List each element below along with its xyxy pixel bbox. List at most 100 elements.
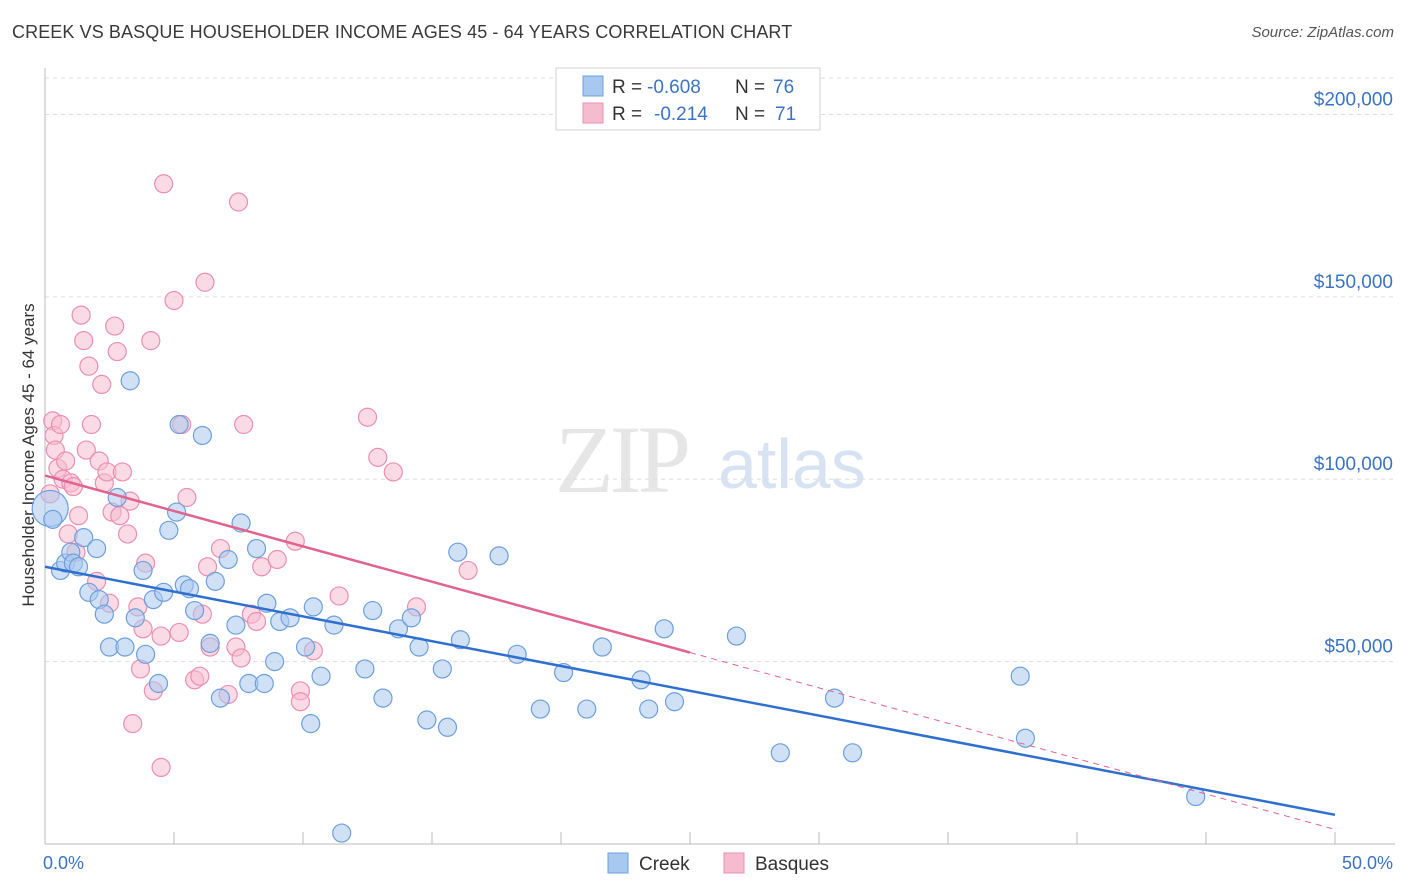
creek-point: [507, 644, 527, 664]
basques-point: [74, 331, 94, 351]
basques-point: [231, 648, 251, 668]
y-tick-label: $150,000: [1314, 272, 1393, 293]
creek-point: [311, 666, 331, 686]
trend-line-creek: [44, 565, 1336, 817]
basques-point: [76, 440, 96, 460]
basques-point: [228, 192, 249, 212]
basques-point: [190, 666, 210, 686]
creek-point: [218, 549, 238, 570]
creek-point: [303, 597, 323, 617]
basques-point: [123, 714, 143, 734]
basques-point: [112, 462, 133, 482]
creek-point: [210, 688, 231, 708]
bottom-legend-swatch-basques: [723, 852, 745, 874]
creek-point: [94, 604, 114, 624]
watermark-atlas: atlas: [718, 425, 866, 503]
creek-point: [125, 608, 145, 628]
chart-title: CREEK VS BASQUE HOUSEHOLDER INCOME AGES …: [12, 22, 793, 42]
legend-n-value-creek: 76: [773, 77, 794, 98]
x-tick-label: 50.0%: [1342, 853, 1393, 873]
creek-point: [159, 520, 179, 540]
y-tick-label: $50,000: [1324, 637, 1393, 658]
creek-point: [295, 637, 316, 657]
top-legend: R = -0.608 N = 76 R = -0.214 N = 71: [555, 67, 821, 131]
basques-point: [329, 586, 349, 606]
y-axis-ticks: $50,000 $100,000 $150,000 $200,000: [1314, 89, 1393, 657]
basques-point: [195, 272, 215, 292]
basques-point: [117, 524, 138, 544]
creek-point: [770, 743, 790, 763]
basques-point: [164, 290, 184, 311]
basques-point: [357, 407, 378, 427]
creek-point: [205, 571, 225, 591]
basques-point: [154, 174, 174, 194]
legend-r-label-basques: R =: [612, 104, 642, 125]
x-axis-ticks: 0.0% 50.0%: [43, 853, 1393, 873]
creek-point: [301, 714, 321, 734]
x-tick-label: 0.0%: [43, 853, 84, 873]
basques-point: [56, 451, 76, 471]
axes: [44, 68, 1395, 845]
legend-r-value-creek: -0.608: [647, 77, 701, 98]
creek-point: [136, 644, 156, 664]
creek-point: [246, 538, 267, 559]
basques-point: [267, 549, 287, 570]
creek-point: [192, 425, 212, 446]
creek-point: [148, 673, 169, 694]
basques-point: [290, 692, 311, 712]
basques-point: [79, 356, 99, 376]
creek-point: [169, 414, 189, 435]
creek-point: [448, 542, 468, 562]
source-label: Source: ZipAtlas.com: [1251, 24, 1394, 41]
creek-point: [133, 560, 153, 581]
creek-point: [432, 659, 452, 679]
creek-point: [1015, 728, 1036, 748]
legend-r-value-basques: -0.214: [654, 104, 708, 125]
bottom-legend-swatch-creek: [607, 852, 629, 874]
basques-point: [68, 506, 89, 526]
creek-point: [639, 699, 659, 719]
creek-point: [43, 509, 63, 529]
creek-point: [450, 630, 470, 650]
creek-point: [332, 823, 352, 843]
basques-point: [246, 611, 267, 632]
creek-point: [185, 600, 205, 621]
watermark-zip: ZIP: [555, 406, 688, 513]
creek-point: [115, 637, 135, 657]
y-tick-label: $100,000: [1314, 454, 1393, 475]
basques-point: [71, 305, 91, 325]
creek-point: [265, 652, 285, 672]
creek-point: [489, 546, 509, 566]
creek-point: [154, 582, 174, 602]
creek-point: [226, 615, 246, 635]
y-axis-label: Householder Income Ages 45 - 64 years: [19, 303, 38, 606]
basques-point: [141, 331, 161, 351]
creek-point: [254, 673, 274, 694]
series-creek: [31, 371, 1206, 843]
y-tick-label: $200,000: [1314, 89, 1393, 110]
legend-r-label-creek: R =: [612, 77, 642, 98]
bottom-legend: Creek Basques: [607, 852, 829, 875]
basques-point: [234, 414, 254, 435]
bottom-legend-label-basques: Basques: [755, 854, 829, 875]
creek-point: [530, 699, 550, 719]
creek-point: [324, 615, 344, 635]
creek-point: [437, 717, 458, 737]
basques-point: [107, 341, 127, 362]
creek-point: [824, 688, 845, 708]
basques-point: [92, 374, 112, 394]
creek-point: [363, 600, 383, 621]
creek-point: [200, 633, 220, 653]
basques-point: [151, 626, 171, 646]
basques-point: [151, 757, 171, 778]
basques-point: [105, 316, 125, 336]
basques-point: [81, 414, 102, 435]
creek-point: [417, 710, 437, 730]
basques-point: [368, 447, 388, 467]
basques-point: [252, 557, 272, 577]
basques-point: [177, 487, 197, 508]
bottom-legend-label-creek: Creek: [639, 854, 690, 875]
trend-line-basques-extension: [689, 652, 1336, 830]
creek-point: [577, 699, 597, 719]
